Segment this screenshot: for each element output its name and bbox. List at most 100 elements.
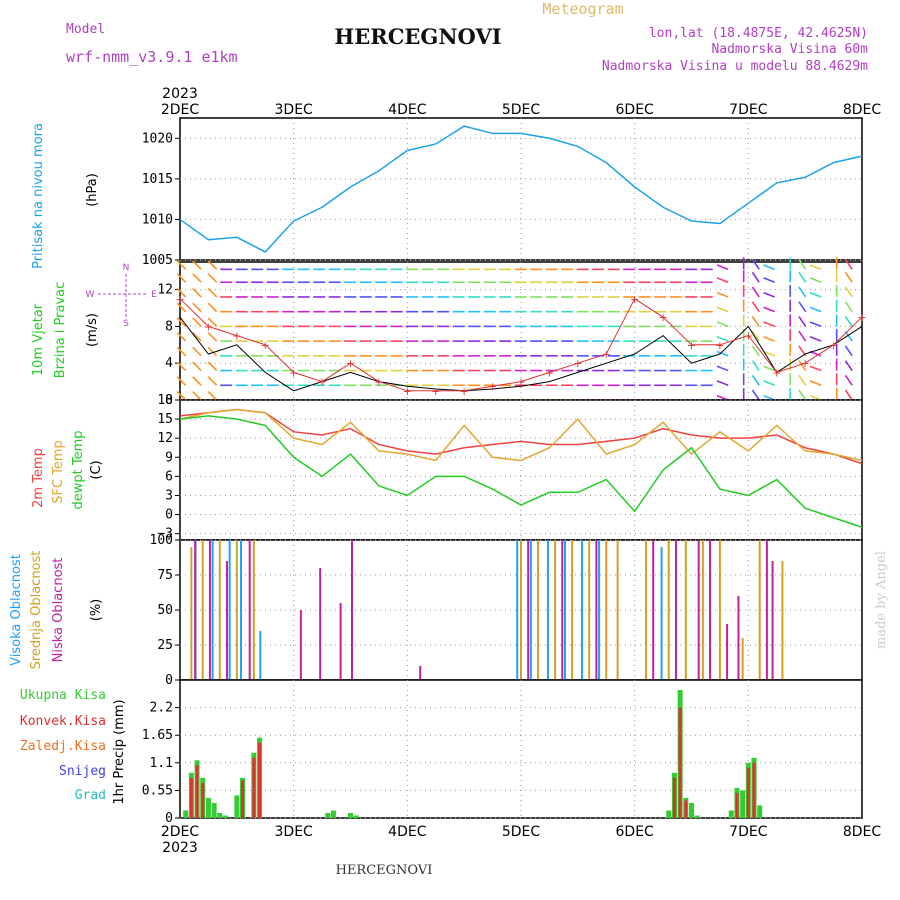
y-tick-label: 1005: [142, 253, 173, 268]
bottom-day-label: 5DEC: [502, 824, 541, 840]
y-tick-label: 1.1: [150, 756, 173, 771]
wind-barb: [844, 286, 853, 298]
y-tick-label: 50: [157, 603, 173, 618]
top-day-labels: 2DEC 3DEC 4DEC 5DEC 6DEC 7DEC 8DEC: [161, 102, 882, 118]
pressure-line: [179, 125, 863, 253]
wind-barb: [207, 390, 218, 401]
temp-dewpt-line: [179, 415, 863, 528]
precip-conv-bar: [258, 742, 262, 818]
wind-barb: [844, 301, 853, 313]
precip-total-bar: [348, 812, 353, 818]
wind-gust-marker: +: [715, 339, 724, 352]
precip-legend-frozen: Zaledj.Kisa: [20, 739, 106, 754]
wind-gust-marker: +: [545, 366, 554, 379]
wind-barb: [192, 317, 202, 327]
y-tick-label: 0: [165, 673, 173, 688]
wind-barb: [716, 291, 729, 298]
cloud-unit: (%): [89, 599, 104, 622]
wind-barb: [207, 287, 218, 298]
wind-gust-marker: +: [261, 339, 270, 352]
y-tick-label: 3: [165, 488, 173, 503]
wind-barb: [192, 260, 202, 270]
wind-barb: [207, 273, 218, 283]
precip-total-bar: [325, 812, 331, 818]
pressure-panel: 1005 1010 1015 1020: [142, 117, 863, 268]
precip-legend-graupel: Grad: [75, 788, 106, 803]
wind-barb: [751, 345, 760, 357]
temp-ylabel-sfc: SFC Temp: [51, 440, 66, 504]
wind-barb: [844, 374, 853, 386]
bottom-day-label: 3DEC: [275, 824, 314, 840]
wind-barb: [809, 264, 822, 271]
y-tick-label: 12: [157, 431, 173, 446]
precip-total-bar: [217, 812, 223, 818]
wind-barb: [176, 390, 187, 401]
wind-barb: [809, 291, 822, 298]
wind-gust-line: [179, 298, 863, 392]
precip-panel: 0 0.55 1.1 1.65 2.2: [142, 679, 863, 826]
wind-gust-marker: +: [857, 311, 866, 324]
y-tick-label: 0: [165, 393, 173, 408]
elevation-label: Nadmorska Visina 60m: [711, 42, 868, 57]
wind-gust-marker: +: [374, 376, 383, 389]
wind-barb: [751, 301, 760, 313]
dir-s-label: S: [123, 319, 129, 329]
top-day-label: 6DEC: [616, 102, 655, 118]
cloud-ylabel-mid: Srednja Oblacnost: [29, 551, 44, 670]
wind-barb: [809, 336, 822, 342]
wind-barb: [207, 376, 218, 386]
wind-barb: [751, 374, 760, 386]
wind-barb: [798, 330, 807, 342]
wind-speed-line: [179, 316, 863, 392]
y-tick-label: 75: [157, 568, 173, 583]
wind-barb: [763, 306, 775, 313]
precip-total-bar: [330, 810, 336, 818]
wind-barb: [192, 302, 202, 313]
wind-barb: [176, 287, 187, 298]
y-tick-label: 1020: [142, 131, 173, 146]
precip-conv-bar: [684, 800, 688, 818]
y-tick-label: 0.55: [142, 783, 173, 798]
page-title: HERCEGNOVI: [334, 24, 501, 49]
wind-direction-legend: N W E S: [86, 263, 158, 329]
product-label: Meteogram: [542, 0, 623, 18]
temperature-panel: −3 0 3 6 9 12 15 18: [157, 393, 863, 542]
precip-conv-bar: [678, 707, 682, 818]
wind-barb: [751, 316, 760, 327]
precip-conv-bar: [735, 792, 739, 818]
precip-total-bar: [205, 797, 211, 818]
y-tick-label: 1010: [142, 212, 173, 227]
top-day-label: 7DEC: [729, 102, 768, 118]
dir-e-label: E: [151, 290, 157, 300]
wind-barb: [192, 346, 202, 357]
wind-gust-marker: +: [175, 293, 184, 306]
y-tick-label: −3: [157, 527, 173, 542]
wind-barb: [207, 332, 218, 342]
wind-barb: [751, 259, 760, 270]
y-tick-label: 6: [165, 469, 173, 484]
wind-barb: [176, 302, 187, 313]
wind-barb: [751, 271, 760, 283]
y-tick-label: 2.2: [150, 701, 173, 716]
wind-barb: [192, 332, 202, 342]
wind-barb: [207, 260, 218, 270]
precip-total-bar: [728, 810, 734, 818]
y-tick-label: 18: [157, 393, 173, 408]
year-label-bottom: 2023: [162, 840, 198, 856]
y-tick-label: 0: [165, 811, 173, 826]
footer-title: HERCEGNOVI: [336, 863, 433, 878]
model-elevation-label: Nadmorska Visina u modelu 88.4629m: [602, 59, 868, 74]
precip-total-bar: [222, 815, 228, 818]
wind-gust-marker: +: [289, 366, 298, 379]
wind-barb: [798, 316, 807, 327]
lonlat-label: lon,lat (18.4875E, 42.4625N): [649, 26, 868, 41]
wind-barb: [192, 273, 202, 283]
y-tick-label: 9: [165, 450, 173, 465]
wind-barb: [844, 259, 853, 270]
wind-barb: [809, 321, 822, 328]
wind-barb: [192, 287, 202, 298]
year-label-top: 2023: [162, 86, 198, 102]
temp-unit: (C): [89, 460, 104, 479]
